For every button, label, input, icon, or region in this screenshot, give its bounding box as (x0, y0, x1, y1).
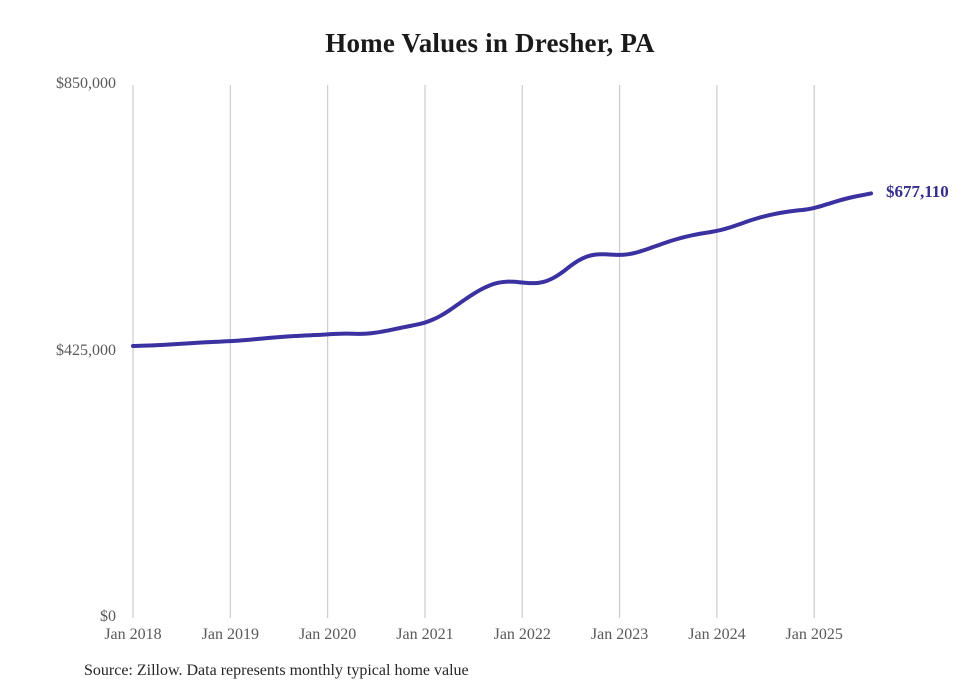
x-tick-label: Jan 2021 (396, 626, 454, 643)
y-tick-label: $850,000 (56, 75, 116, 92)
x-tick-label: Jan 2022 (493, 626, 551, 643)
source-note: Source: Zillow. Data represents monthly … (84, 662, 469, 679)
y-tick-label: $425,000 (56, 341, 116, 359)
x-tick-label: Jan 2020 (298, 626, 357, 643)
end-value-label: $677,110 (886, 182, 949, 202)
home-value-line (131, 191, 873, 348)
chart-title: Home Values in Dresher, PA (325, 28, 655, 58)
x-tick-label: Jan 2023 (590, 626, 649, 643)
x-tick-label: Jan 2025 (785, 626, 843, 643)
x-tick-label: Jan 2018 (104, 626, 162, 643)
x-tick-label: Jan 2024 (688, 626, 746, 643)
x-tick-label: Jan 2019 (201, 626, 259, 643)
x-gridlines (132, 85, 815, 618)
y-tick-label: $0 (100, 608, 116, 625)
